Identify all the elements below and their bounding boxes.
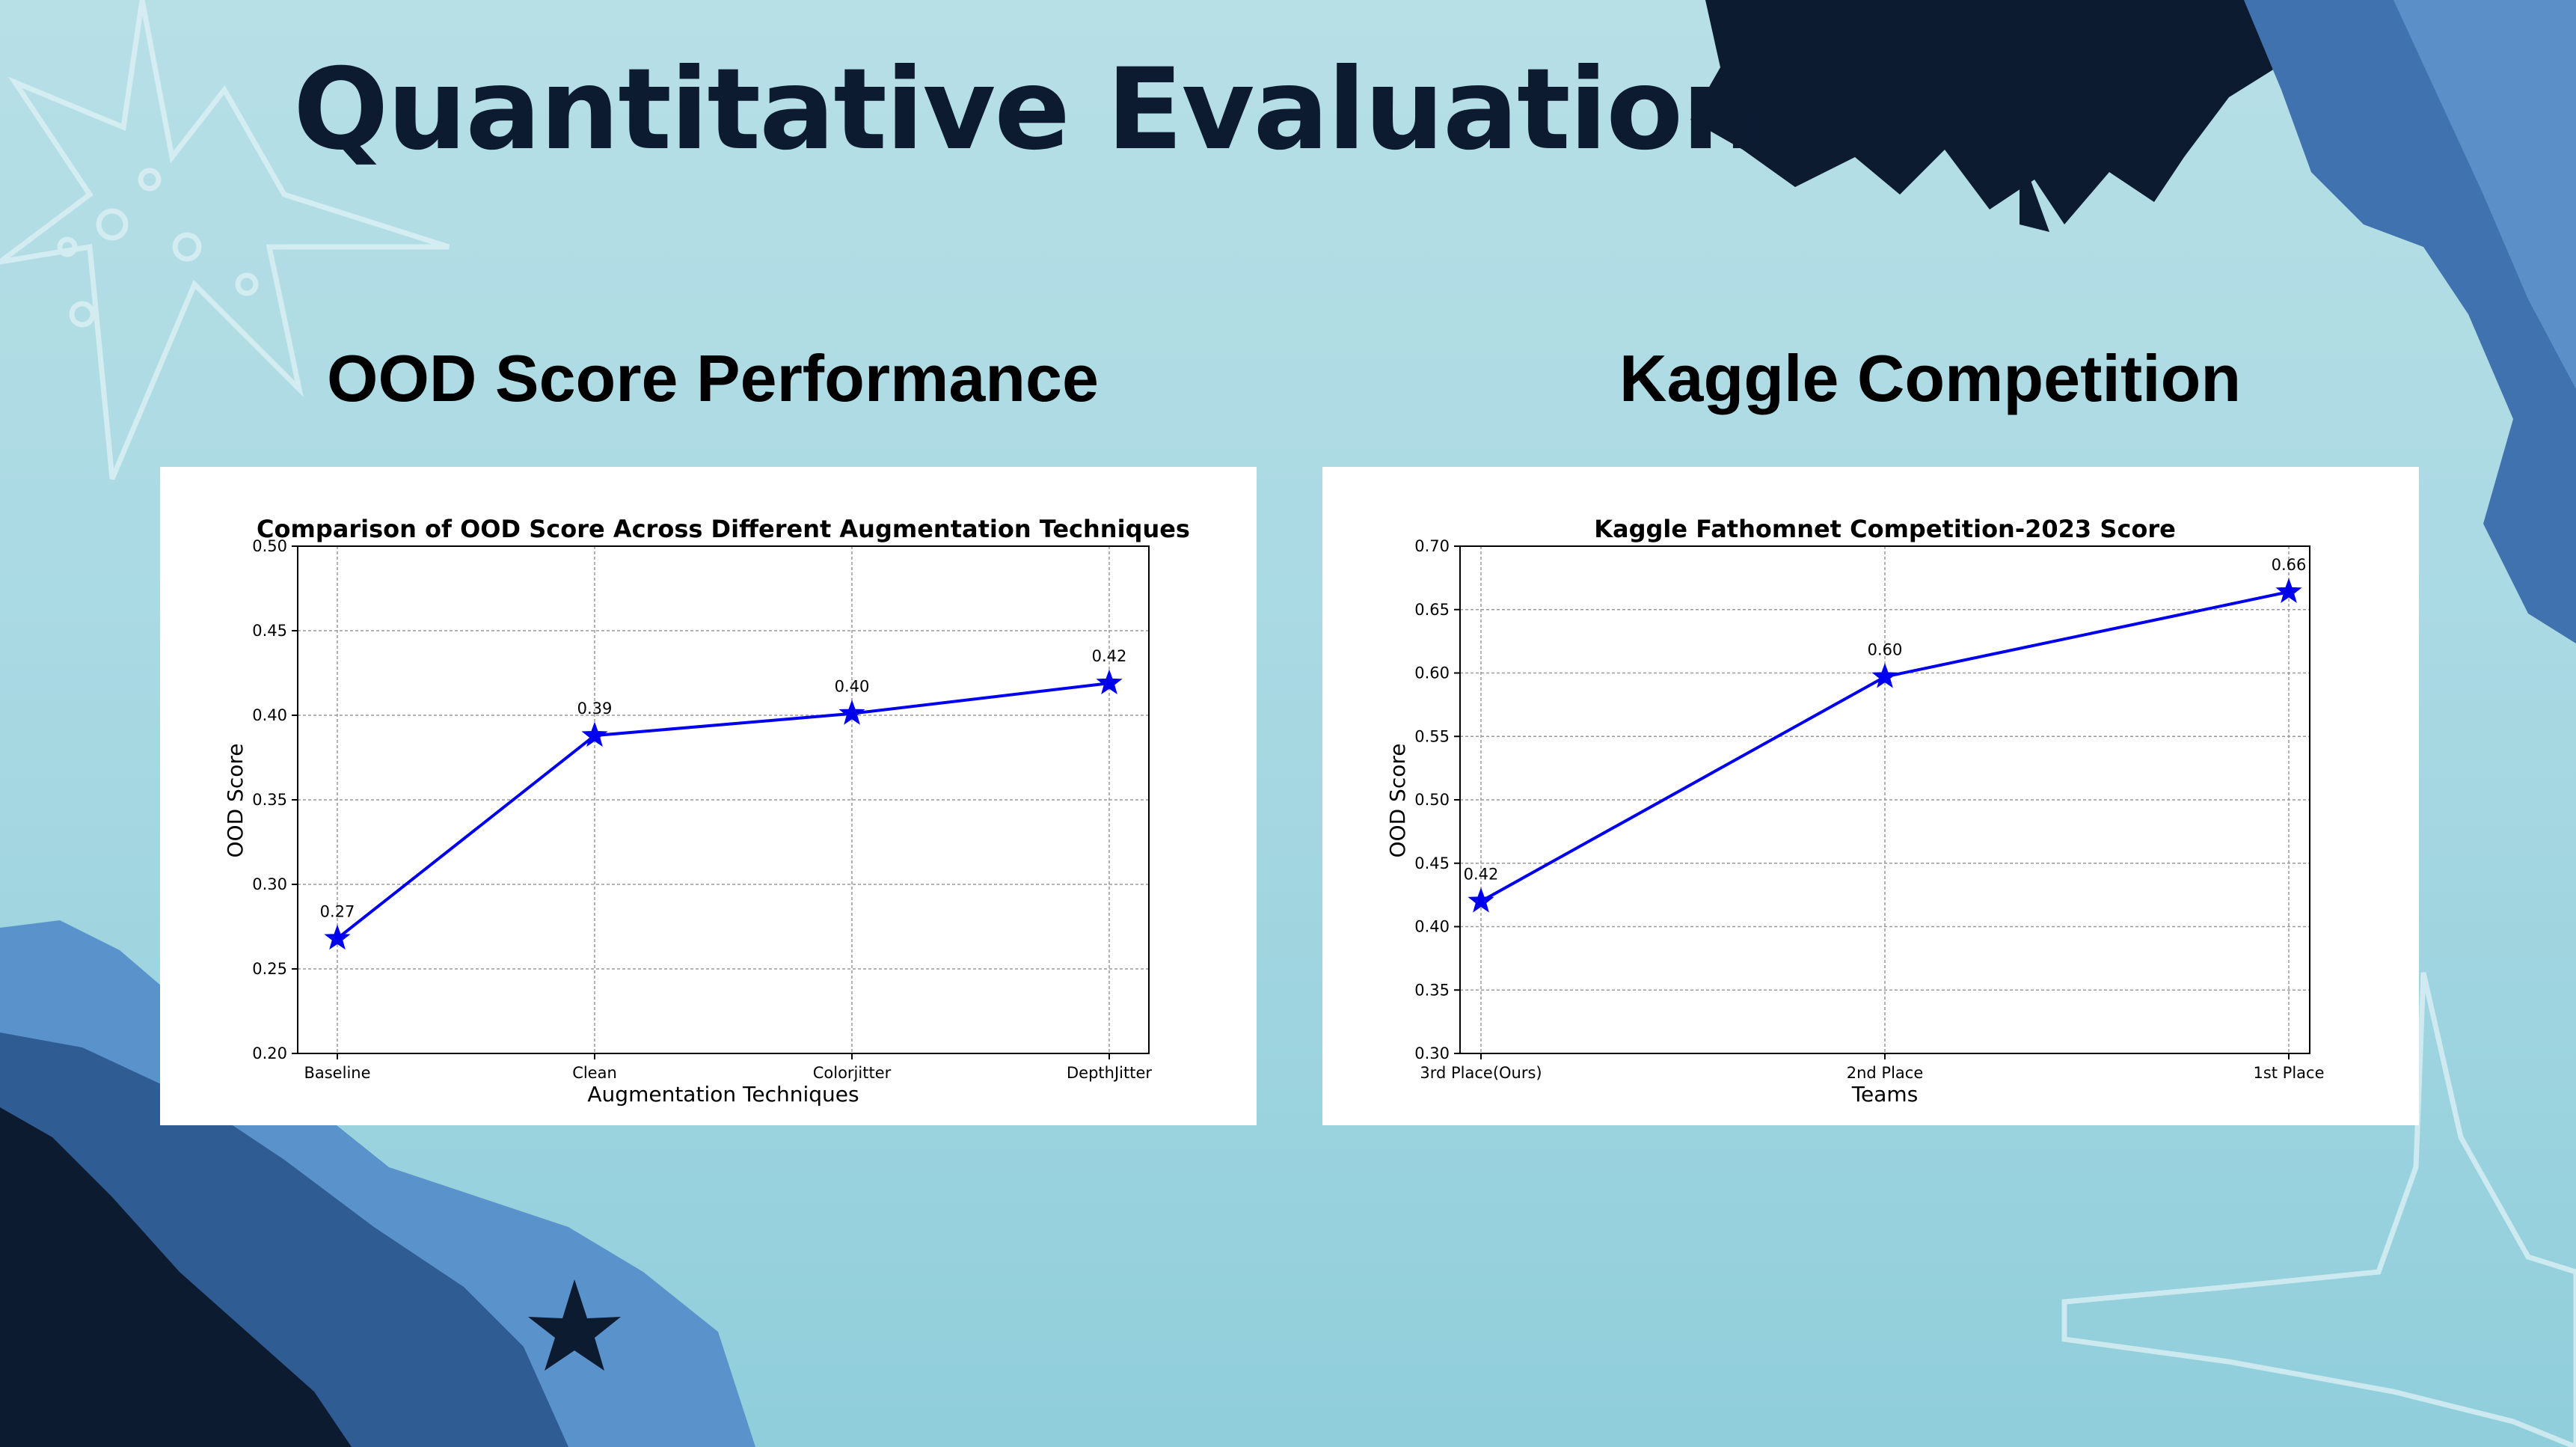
data-point-star (2275, 578, 2302, 603)
slide-title: Quantitative Evaluation (293, 45, 1761, 175)
chart-title: Kaggle Fathomnet Competition-2023 Score (1594, 515, 2176, 543)
chart-panel-ood: Comparison of OOD Score Across Different… (160, 467, 1257, 1125)
data-point-star (324, 924, 351, 950)
data-label: 0.27 (320, 902, 355, 920)
x-tick-label: DepthJitter (1067, 1064, 1152, 1082)
section-heading-kaggle: Kaggle Competition (1619, 341, 2242, 415)
data-label: 0.60 (1868, 641, 1903, 659)
data-point-star (1096, 669, 1123, 694)
plot-frame (1459, 545, 2310, 1054)
data-label: 0.42 (1464, 866, 1499, 884)
data-point-star (1871, 663, 1898, 688)
y-axis-label: OOD Score (223, 744, 248, 858)
y-tick-label: 0.50 (1414, 791, 1450, 809)
starfish-bottom-right-icon (2061, 972, 2576, 1447)
y-tick-label: 0.45 (252, 622, 287, 640)
data-point-star (581, 721, 608, 747)
y-tick-label: 0.30 (252, 875, 287, 893)
data-point-star (1468, 887, 1494, 913)
y-tick-label: 0.20 (252, 1044, 287, 1062)
data-point-star (838, 700, 865, 725)
x-tick-label: 3rd Place(Ours) (1420, 1064, 1542, 1082)
y-tick-label: 0.55 (1414, 727, 1450, 745)
x-tick-label: 1st Place (2253, 1064, 2324, 1082)
y-tick-label: 0.50 (252, 537, 287, 555)
plot-frame (297, 545, 1150, 1054)
y-tick-label: 0.40 (252, 706, 287, 724)
y-tick-label: 0.70 (1414, 537, 1450, 555)
y-tick-label: 0.40 (1414, 918, 1450, 936)
series-line (336, 682, 1110, 940)
section-heading-ood: OOD Score Performance (327, 341, 1099, 415)
y-tick-label: 0.25 (252, 960, 287, 978)
y-tick-label: 0.35 (1414, 981, 1450, 999)
y-tick-label: 0.30 (1414, 1044, 1450, 1062)
chart-ood-score: Comparison of OOD Score Across Different… (223, 515, 1190, 1107)
data-label: 0.39 (577, 700, 613, 718)
y-tick-label: 0.45 (1414, 854, 1450, 872)
x-axis-label: Teams (1851, 1082, 1919, 1107)
starfish-top-left-icon (0, 0, 450, 480)
y-tick-label: 0.35 (252, 791, 287, 809)
y-axis-label: OOD Score (1385, 744, 1410, 858)
data-label: 0.42 (1092, 647, 1127, 665)
data-label: 0.66 (2272, 556, 2307, 574)
y-tick-label: 0.65 (1414, 601, 1450, 619)
x-tick-label: 2nd Place (1847, 1064, 1924, 1082)
x-tick-label: Clean (572, 1064, 617, 1082)
y-tick-label: 0.60 (1414, 664, 1450, 682)
chart-kaggle-score: Kaggle Fathomnet Competition-2023 Score … (1385, 515, 2325, 1107)
chart-panel-kaggle: Kaggle Fathomnet Competition-2023 Score … (1322, 467, 2419, 1125)
coral-top-right-icon (1690, 0, 2576, 643)
x-tick-label: Colorjitter (813, 1064, 892, 1082)
x-tick-label: Baseline (304, 1064, 370, 1082)
data-label: 0.40 (835, 678, 870, 696)
chart-title: Comparison of OOD Score Across Different… (257, 515, 1190, 543)
x-axis-label: Augmentation Techniques (587, 1082, 859, 1107)
